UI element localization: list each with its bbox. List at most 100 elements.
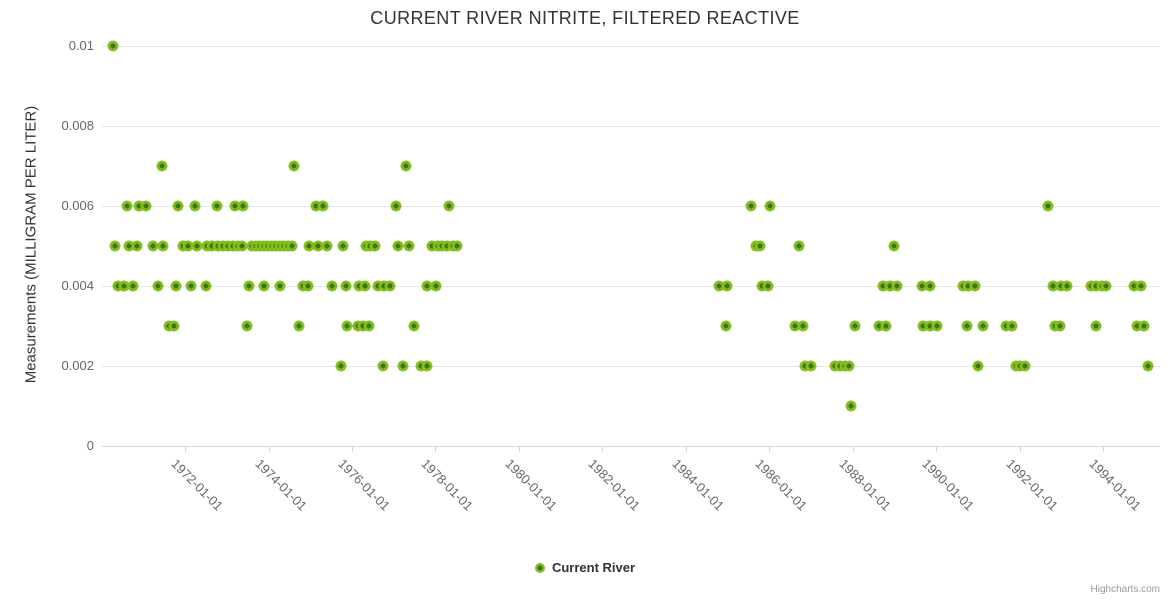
- data-point[interactable]: [762, 280, 774, 292]
- data-point[interactable]: [1047, 280, 1059, 292]
- data-point[interactable]: [1055, 280, 1067, 292]
- data-point[interactable]: [112, 280, 124, 292]
- data-point[interactable]: [400, 160, 412, 172]
- data-point[interactable]: [969, 280, 981, 292]
- data-point[interactable]: [884, 280, 896, 292]
- data-point[interactable]: [274, 280, 286, 292]
- data-point[interactable]: [441, 240, 453, 252]
- data-point[interactable]: [877, 280, 889, 292]
- data-point[interactable]: [720, 320, 732, 332]
- data-point[interactable]: [873, 320, 885, 332]
- data-point[interactable]: [1135, 280, 1147, 292]
- data-point[interactable]: [713, 280, 725, 292]
- data-point[interactable]: [1131, 320, 1143, 332]
- data-point[interactable]: [211, 200, 223, 212]
- legend-item-current-river[interactable]: Current River: [0, 560, 1170, 575]
- data-point[interactable]: [185, 280, 197, 292]
- data-point[interactable]: [421, 360, 433, 372]
- data-point[interactable]: [799, 360, 811, 372]
- data-point[interactable]: [426, 240, 438, 252]
- data-point[interactable]: [335, 360, 347, 372]
- data-point[interactable]: [972, 360, 984, 372]
- data-point[interactable]: [321, 240, 333, 252]
- data-point[interactable]: [326, 280, 338, 292]
- data-point[interactable]: [140, 200, 152, 212]
- data-point[interactable]: [127, 280, 139, 292]
- data-point[interactable]: [756, 280, 768, 292]
- data-point[interactable]: [805, 360, 817, 372]
- data-point[interactable]: [451, 240, 463, 252]
- data-point[interactable]: [888, 240, 900, 252]
- data-point[interactable]: [392, 240, 404, 252]
- data-point[interactable]: [880, 320, 892, 332]
- data-point[interactable]: [397, 360, 409, 372]
- data-point[interactable]: [793, 240, 805, 252]
- data-point[interactable]: [384, 280, 396, 292]
- data-point[interactable]: [721, 280, 733, 292]
- data-point[interactable]: [372, 280, 384, 292]
- data-point[interactable]: [172, 200, 184, 212]
- data-point[interactable]: [123, 240, 135, 252]
- data-point[interactable]: [317, 200, 329, 212]
- data-point[interactable]: [1000, 320, 1012, 332]
- data-point[interactable]: [1090, 320, 1102, 332]
- data-point[interactable]: [156, 160, 168, 172]
- data-point[interactable]: [924, 320, 936, 332]
- data-point[interactable]: [353, 280, 365, 292]
- data-point[interactable]: [1142, 360, 1154, 372]
- data-point[interactable]: [341, 320, 353, 332]
- data-point[interactable]: [310, 200, 322, 212]
- data-point[interactable]: [152, 280, 164, 292]
- data-point[interactable]: [916, 280, 928, 292]
- data-point[interactable]: [924, 280, 936, 292]
- data-point[interactable]: [845, 400, 857, 412]
- data-point[interactable]: [121, 200, 133, 212]
- data-point[interactable]: [168, 320, 180, 332]
- data-point[interactable]: [421, 280, 433, 292]
- data-point[interactable]: [286, 240, 298, 252]
- data-point[interactable]: [340, 280, 352, 292]
- data-point[interactable]: [1019, 360, 1031, 372]
- data-point[interactable]: [415, 360, 427, 372]
- data-point[interactable]: [288, 160, 300, 172]
- data-point[interactable]: [378, 280, 390, 292]
- data-point[interactable]: [312, 240, 324, 252]
- data-point[interactable]: [917, 320, 929, 332]
- data-point[interactable]: [377, 360, 389, 372]
- data-point[interactable]: [1138, 320, 1150, 332]
- data-point[interactable]: [1054, 320, 1066, 332]
- data-point[interactable]: [182, 240, 194, 252]
- data-point[interactable]: [189, 200, 201, 212]
- data-point[interactable]: [293, 320, 305, 332]
- data-point[interactable]: [754, 240, 766, 252]
- data-point[interactable]: [789, 320, 801, 332]
- data-point[interactable]: [359, 280, 371, 292]
- data-point[interactable]: [200, 280, 212, 292]
- data-point[interactable]: [133, 200, 145, 212]
- data-point[interactable]: [797, 320, 809, 332]
- data-point[interactable]: [258, 280, 270, 292]
- data-point[interactable]: [131, 240, 143, 252]
- data-point[interactable]: [363, 320, 375, 332]
- highcharts-credits-link[interactable]: Highcharts.com: [1090, 584, 1160, 595]
- data-point[interactable]: [107, 40, 119, 52]
- data-point[interactable]: [357, 320, 369, 332]
- data-point[interactable]: [443, 200, 455, 212]
- data-point[interactable]: [369, 240, 381, 252]
- data-point[interactable]: [961, 320, 973, 332]
- data-point[interactable]: [337, 240, 349, 252]
- data-point[interactable]: [962, 280, 974, 292]
- data-point[interactable]: [236, 240, 248, 252]
- data-point[interactable]: [931, 320, 943, 332]
- data-point[interactable]: [849, 320, 861, 332]
- data-point[interactable]: [1100, 280, 1112, 292]
- data-point[interactable]: [977, 320, 989, 332]
- data-point[interactable]: [1090, 280, 1102, 292]
- data-point[interactable]: [170, 280, 182, 292]
- data-point[interactable]: [745, 200, 757, 212]
- data-point[interactable]: [430, 280, 442, 292]
- data-point[interactable]: [243, 280, 255, 292]
- data-point[interactable]: [390, 200, 402, 212]
- data-point[interactable]: [303, 240, 315, 252]
- data-point[interactable]: [408, 320, 420, 332]
